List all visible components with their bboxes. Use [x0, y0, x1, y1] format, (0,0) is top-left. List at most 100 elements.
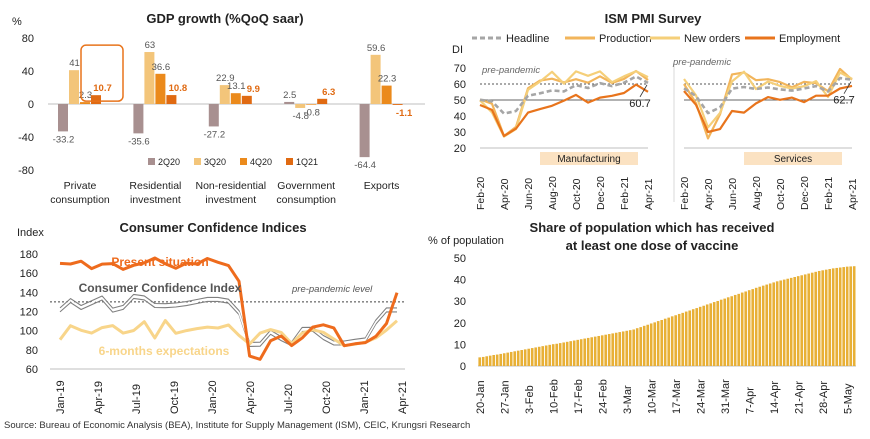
vax-bar: [548, 344, 551, 366]
vax-bar: [782, 279, 786, 366]
gdp-data-label: 41: [69, 58, 80, 69]
vax-y-unit: % of population: [428, 235, 504, 247]
vax-bar: [828, 269, 831, 366]
vax-bar: [485, 356, 488, 366]
vax-bar: [625, 330, 628, 366]
gdp-y-tick: 0: [28, 99, 34, 111]
vax-x-tick: 3-Mar: [622, 385, 634, 414]
gdp-data-label: 63: [145, 40, 156, 51]
vax-bar: [516, 350, 520, 366]
pmi-prepandemic-label: pre-pandemic: [481, 65, 540, 76]
gdp-data-label: 36.6: [152, 62, 171, 73]
vax-x-tick: 10-Feb: [548, 379, 560, 414]
vax-bar: [726, 297, 730, 366]
gdp-bar: [359, 104, 370, 158]
cci-series-label: 6-months expectations: [99, 344, 230, 358]
cci-x-tick: Oct-20: [321, 381, 333, 414]
gdp-y-tick: 80: [22, 33, 34, 45]
vax-bar: [597, 335, 600, 366]
vax-bar: [803, 274, 807, 366]
pmi-x-tick: Aug-20: [547, 176, 559, 210]
vax-bar: [674, 315, 677, 366]
pmi-legend-label: Production: [599, 33, 652, 45]
vax-bar: [642, 325, 646, 366]
vax-y-tick: 10: [454, 339, 466, 351]
vax-bar: [541, 346, 544, 366]
vax-bar: [576, 339, 579, 366]
vax-x-tick: 10-Mar: [646, 379, 658, 414]
vax-bar: [478, 357, 481, 366]
vax-bar: [810, 272, 814, 366]
vax-x-tick: 17-Feb: [573, 379, 585, 414]
vax-x-tick: 17-Mar: [671, 379, 683, 414]
vax-bar: [684, 311, 688, 366]
pmi-x-tick: Dec-20: [799, 176, 811, 210]
pmi-title: ISM PMI Survey: [605, 11, 703, 26]
gdp-bar: [306, 104, 317, 105]
vax-y-tick: 0: [460, 361, 466, 373]
gdp-bar: [91, 95, 101, 104]
vax-bar: [730, 296, 733, 366]
vax-bar: [502, 353, 506, 366]
vax-bar: [688, 310, 691, 366]
vax-bar: [821, 270, 824, 366]
vax-x-tick: 31-Mar: [720, 379, 732, 414]
pmi-legend-label: Headline: [506, 33, 549, 45]
pmi-y-tick: 30: [454, 127, 466, 139]
gdp-bar: [69, 70, 79, 104]
vax-bar: [793, 277, 796, 366]
pmi-line-production: [683, 67, 853, 140]
gdp-data-label: 13.1: [227, 81, 246, 92]
vax-bar: [632, 329, 635, 366]
vax-bar: [695, 308, 698, 366]
vax-bar: [814, 271, 817, 366]
gdp-bar: [219, 85, 230, 104]
vax-bar: [663, 318, 667, 366]
vax-x-tick: 21-Apr: [793, 381, 805, 414]
vax-bar: [719, 299, 723, 366]
vax-bar: [530, 348, 534, 366]
cci-title: Consumer Confidence Indices: [119, 220, 306, 235]
vax-bar: [772, 282, 775, 366]
pmi-y-tick: 70: [454, 63, 466, 75]
vax-bar: [551, 344, 555, 366]
cci-x-tick: Apr-19: [93, 381, 105, 414]
gdp-data-label: -4.8: [293, 111, 309, 122]
gdp-data-label: 2.3: [79, 90, 92, 101]
vax-bar: [555, 343, 558, 366]
cci-y-tick: 140: [20, 287, 38, 299]
pmi-y-tick: 40: [454, 111, 466, 123]
vax-bar: [492, 354, 495, 366]
gdp-y-unit: %: [12, 16, 22, 28]
vax-bar: [579, 339, 583, 366]
vax-bar: [660, 319, 663, 366]
gdp-bar: [317, 98, 328, 104]
vax-x-tick: 3-Feb: [524, 385, 536, 414]
vax-bar: [611, 333, 614, 366]
pmi-x-tick: Dec-20: [595, 176, 607, 210]
gdp-category-label: consumption: [276, 194, 336, 206]
cci-x-tick: Apr-21: [397, 381, 409, 414]
vax-bar: [520, 350, 523, 366]
gdp-legend-label: 4Q20: [250, 157, 272, 167]
pmi-line-headline: [683, 76, 853, 115]
vax-bar: [761, 285, 765, 366]
pmi-line-neworders: [683, 70, 853, 129]
gdp-bar: [392, 104, 403, 105]
vax-bar: [740, 292, 744, 366]
pmi-end-label: 60.7: [629, 98, 650, 110]
vax-x-tick: 28-Apr: [818, 381, 830, 414]
cci-series-label: Present situation: [111, 255, 208, 269]
vax-x-tick: 5-May: [842, 383, 854, 414]
cci-line-0: [59, 256, 399, 361]
vax-bar: [649, 323, 653, 366]
vax-bar: [698, 306, 702, 366]
cci-y-tick: 60: [26, 364, 38, 376]
cci-y-tick: 80: [26, 345, 38, 357]
vax-bar: [768, 283, 772, 366]
gdp-bar: [144, 52, 155, 104]
gdp-bar: [80, 102, 90, 104]
pmi-x-tick: Feb-20: [475, 177, 487, 210]
vax-bar: [506, 352, 509, 366]
vax-bar: [635, 328, 639, 366]
